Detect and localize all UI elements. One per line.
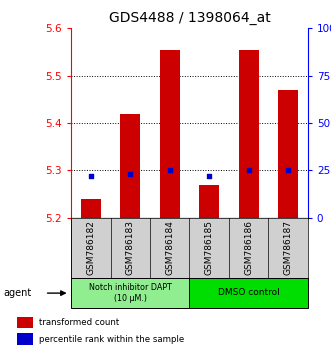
Bar <box>17 316 33 329</box>
Text: GSM786185: GSM786185 <box>205 220 214 275</box>
Text: GSM786187: GSM786187 <box>284 220 293 275</box>
Text: GSM786182: GSM786182 <box>86 220 95 275</box>
Text: transformed count: transformed count <box>39 318 119 327</box>
Bar <box>278 90 298 218</box>
Bar <box>189 278 308 308</box>
Bar <box>17 333 33 345</box>
Text: GSM786183: GSM786183 <box>126 220 135 275</box>
Point <box>246 167 251 173</box>
Point <box>207 173 212 179</box>
Bar <box>199 184 219 218</box>
Point <box>128 171 133 177</box>
Text: Notch inhibitor DAPT
(10 μM.): Notch inhibitor DAPT (10 μM.) <box>89 283 172 303</box>
Title: GDS4488 / 1398064_at: GDS4488 / 1398064_at <box>109 11 270 24</box>
Bar <box>120 114 140 218</box>
Text: agent: agent <box>3 288 31 298</box>
Point <box>167 167 172 173</box>
Bar <box>81 199 101 218</box>
Text: DMSO control: DMSO control <box>218 289 280 297</box>
Text: percentile rank within the sample: percentile rank within the sample <box>39 335 184 344</box>
Point <box>285 167 291 173</box>
Bar <box>160 50 180 218</box>
Bar <box>71 278 189 308</box>
Text: GSM786186: GSM786186 <box>244 220 253 275</box>
Bar <box>239 50 259 218</box>
Point <box>88 173 94 179</box>
Text: GSM786184: GSM786184 <box>165 220 174 275</box>
